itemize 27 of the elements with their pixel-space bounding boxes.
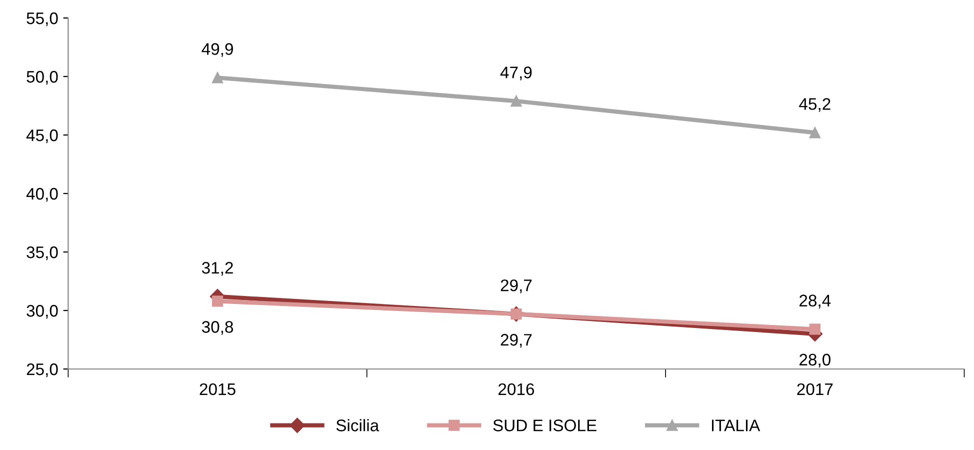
data-label: 49,9 (202, 43, 233, 57)
y-tick-label: 40,0 (26, 188, 58, 202)
x-tick-label: 2015 (200, 383, 236, 396)
point (212, 296, 224, 307)
point (809, 127, 820, 138)
y-tick-label: 30,0 (26, 304, 58, 319)
x-tick-label: 2016 (498, 383, 534, 396)
data-label: 31,2 (202, 262, 233, 276)
x-tick-label: 2017 (797, 383, 833, 396)
legend-label: SUD E ISOLE (493, 420, 596, 432)
point (809, 324, 820, 335)
data-label: 29,7 (500, 334, 532, 348)
y-tick-label: 25,0 (26, 363, 58, 378)
data-label: 29,7 (500, 279, 532, 294)
point (212, 72, 224, 84)
legend-label: Sicilia (336, 419, 380, 432)
data-label: 45,2 (799, 98, 830, 112)
data-label: 30,8 (202, 321, 234, 335)
y-tick-label: 50,0 (26, 70, 58, 85)
point (510, 96, 522, 107)
legend-label: ITALIA (712, 420, 760, 432)
y-tick-label: 45,0 (26, 129, 58, 144)
data-label: 47,9 (500, 66, 532, 80)
y-tick-label: 55,0 (26, 12, 58, 26)
data-label: 28,4 (800, 294, 831, 308)
data-label: 28,0 (800, 354, 830, 368)
y-tick-label: 35,0 (26, 246, 58, 260)
